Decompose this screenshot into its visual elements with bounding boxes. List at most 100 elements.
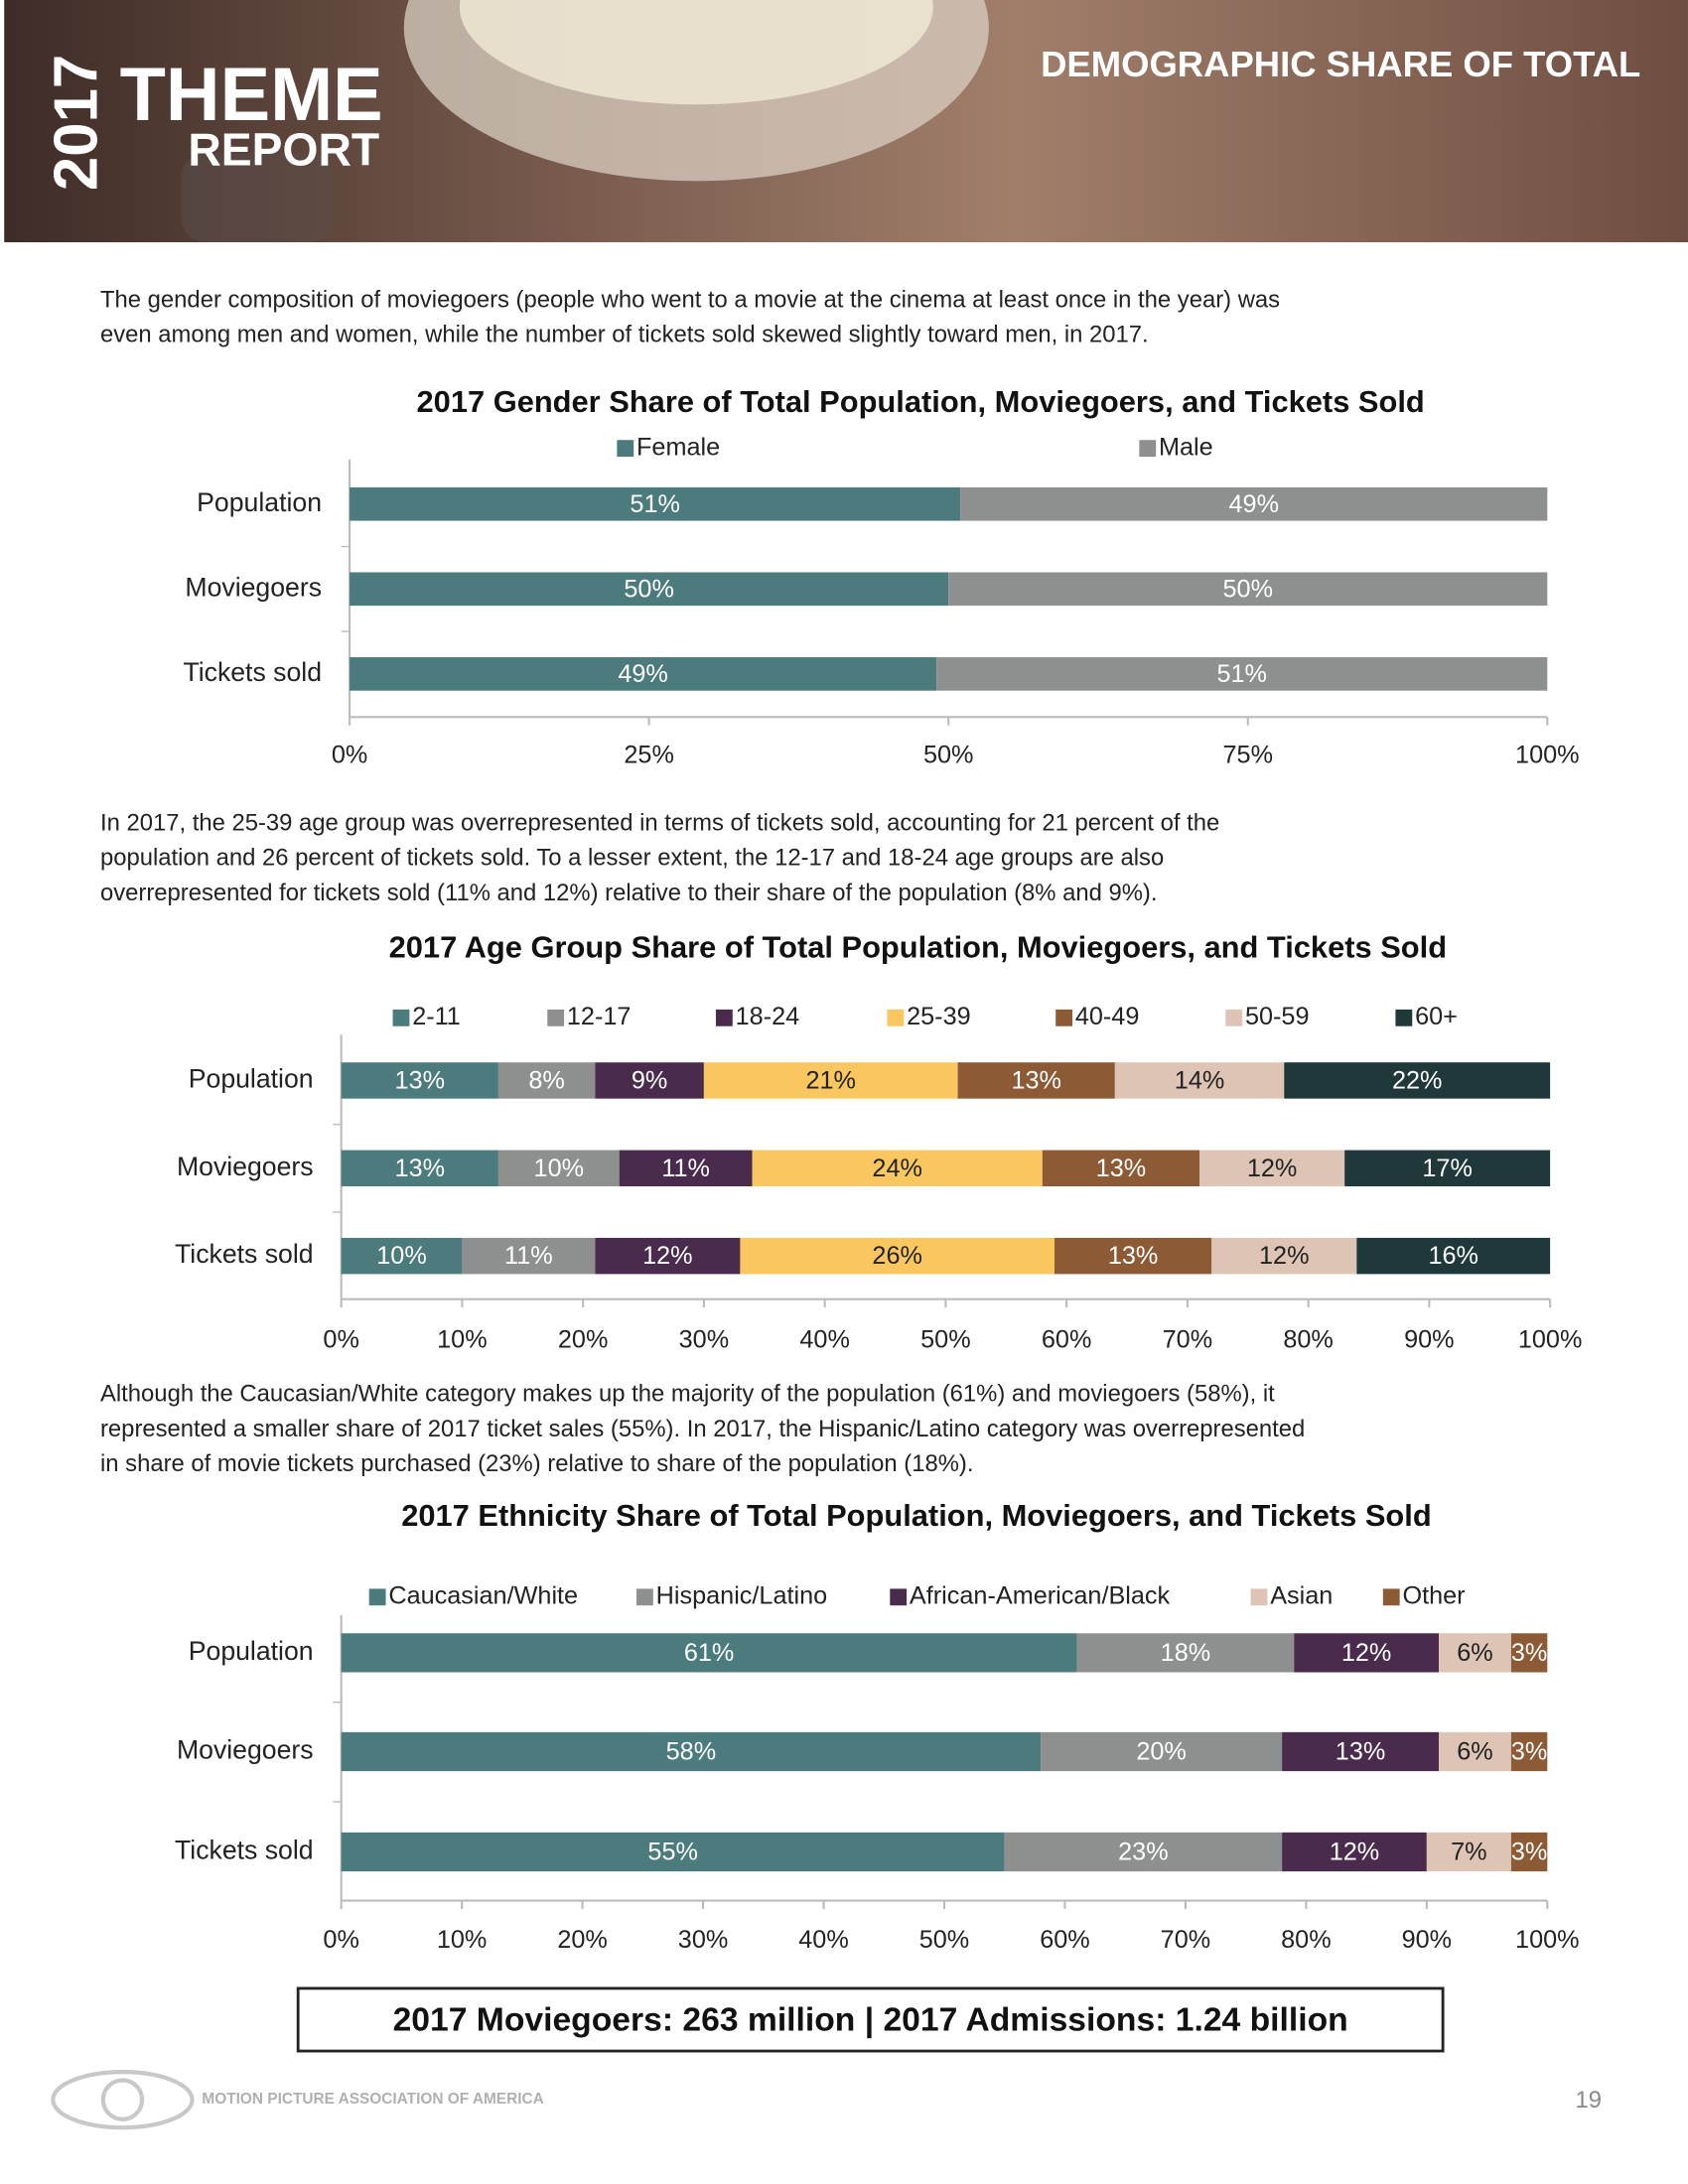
bar-segment — [1284, 1062, 1551, 1099]
legend-swatch — [1382, 1588, 1400, 1606]
bar-segment — [341, 1832, 1005, 1872]
bar-segment — [1294, 1633, 1440, 1673]
x-tick-label: 75% — [1223, 741, 1274, 768]
data-label: 7% — [1451, 1839, 1486, 1866]
bar-segment — [1004, 1832, 1283, 1872]
legend-label: African-American/Black — [910, 1581, 1171, 1609]
x-tick-label: 0% — [323, 1926, 358, 1954]
bar-segment — [341, 1062, 498, 1099]
remote — [181, 153, 335, 243]
paragraph-line: even among men and women, while the numb… — [100, 321, 1149, 347]
legend-label: 12-17 — [567, 1003, 632, 1030]
x-tick-label: 25% — [624, 741, 674, 768]
data-label: 21% — [805, 1067, 856, 1095]
bar-segment — [341, 1237, 463, 1275]
data-label: 26% — [872, 1242, 922, 1270]
summary-box: 2017 Moviegoers: 263 million | 2017 Admi… — [296, 1986, 1445, 2053]
data-label: 13% — [1336, 1738, 1386, 1766]
category-label: Population — [189, 1063, 314, 1093]
bar-segment — [936, 657, 1548, 691]
bar-segment — [341, 1731, 1042, 1772]
x-tick-label: 50% — [919, 1926, 970, 1954]
paragraph-line: represented a smaller share of 2017 tick… — [100, 1416, 1305, 1442]
x-tick-label: 100% — [1515, 741, 1580, 768]
chart-title: 2017 Age Group Share of Total Population… — [389, 930, 1447, 965]
x-tick-label: 40% — [798, 1926, 849, 1954]
data-label: 22% — [1392, 1067, 1443, 1095]
summary-text: 2017 Moviegoers: 263 million | 2017 Admi… — [393, 2001, 1348, 2038]
x-tick-label: 50% — [920, 1325, 971, 1353]
data-label: 13% — [1108, 1242, 1159, 1270]
header-title: THEME — [120, 53, 383, 137]
legend-swatch — [368, 1588, 386, 1606]
bar-segment — [1076, 1633, 1295, 1673]
bar-segment — [1211, 1237, 1357, 1275]
data-label: 55% — [647, 1839, 698, 1866]
category-label: Population — [189, 1636, 314, 1666]
bar-segment — [1041, 1731, 1283, 1772]
bar-segment — [1426, 1832, 1511, 1872]
x-tick-label: 60% — [1040, 1926, 1090, 1954]
data-label: 20% — [1136, 1738, 1187, 1766]
data-label: 12% — [1341, 1639, 1392, 1667]
data-label: 51% — [1216, 660, 1267, 688]
legend-swatch — [1250, 1588, 1268, 1606]
data-label: 61% — [684, 1639, 735, 1667]
legend-label: 60+ — [1415, 1003, 1458, 1030]
x-tick-label: 80% — [1283, 1325, 1334, 1353]
bar-segment — [1510, 1731, 1548, 1772]
data-label: 49% — [618, 660, 668, 688]
category-label: Population — [197, 487, 322, 517]
category-label: Tickets sold — [175, 1836, 314, 1865]
chart-title: 2017 Gender Share of Total Population, M… — [417, 384, 1425, 419]
x-tick-label: 100% — [1515, 1926, 1580, 1954]
x-tick-label: 90% — [1404, 1325, 1455, 1353]
legend-swatch — [617, 440, 634, 458]
legend-swatch — [547, 1009, 565, 1026]
legend-label: 2-11 — [412, 1003, 461, 1030]
data-label: 10% — [534, 1155, 585, 1182]
bar-segment — [595, 1237, 741, 1275]
bar-segment — [350, 486, 961, 521]
legend-label: Other — [1402, 1581, 1465, 1609]
page-number: 19 — [1576, 2087, 1603, 2114]
x-tick-label: 70% — [1161, 1926, 1211, 1954]
header-title: REPORT — [188, 124, 379, 176]
bar-segment — [1199, 1150, 1345, 1187]
bar-segment — [1114, 1062, 1285, 1099]
bar-segment — [350, 572, 949, 607]
bar-segment — [957, 1062, 1115, 1099]
data-label: 24% — [872, 1155, 922, 1182]
x-tick-label: 30% — [678, 1926, 729, 1954]
legend-label: Male — [1159, 433, 1213, 461]
x-tick-label: 0% — [323, 1325, 358, 1353]
data-label: 12% — [1330, 1839, 1380, 1866]
data-label: 58% — [666, 1738, 717, 1766]
x-tick-label: 90% — [1402, 1926, 1453, 1954]
legend-swatch — [1055, 1009, 1073, 1026]
paragraph-line: overrepresented for tickets sold (11% an… — [100, 880, 1157, 906]
data-label: 13% — [1011, 1067, 1061, 1095]
section-title: DEMOGRAPHIC SHARE OF TOTAL — [1041, 44, 1640, 84]
x-tick-label: 20% — [558, 1325, 609, 1353]
legend-label: 25-39 — [907, 1003, 971, 1030]
bar-segment — [1439, 1731, 1511, 1772]
header-banner: 2017 THEME REPORT DEMOGRAPHIC SHARE OF T… — [4, 0, 1688, 243]
bar-segment — [1439, 1633, 1511, 1673]
data-label: 23% — [1118, 1839, 1169, 1866]
legend-label: 50-59 — [1245, 1003, 1310, 1030]
x-tick-label: 80% — [1281, 1926, 1332, 1954]
paragraph-line: The gender composition of moviegoers (pe… — [100, 286, 1280, 313]
bar-segment — [740, 1237, 1055, 1275]
legend-label: Female — [636, 433, 720, 461]
category-label: Tickets sold — [183, 657, 322, 687]
data-label: 6% — [1457, 1738, 1492, 1766]
bar-segment — [1282, 1731, 1440, 1772]
bar-segment — [960, 486, 1548, 521]
data-label: 50% — [1223, 575, 1274, 603]
data-label: 3% — [1511, 1738, 1547, 1766]
x-tick-label: 10% — [437, 1325, 488, 1353]
data-label: 3% — [1511, 1839, 1547, 1866]
bar-segment — [1344, 1150, 1551, 1187]
